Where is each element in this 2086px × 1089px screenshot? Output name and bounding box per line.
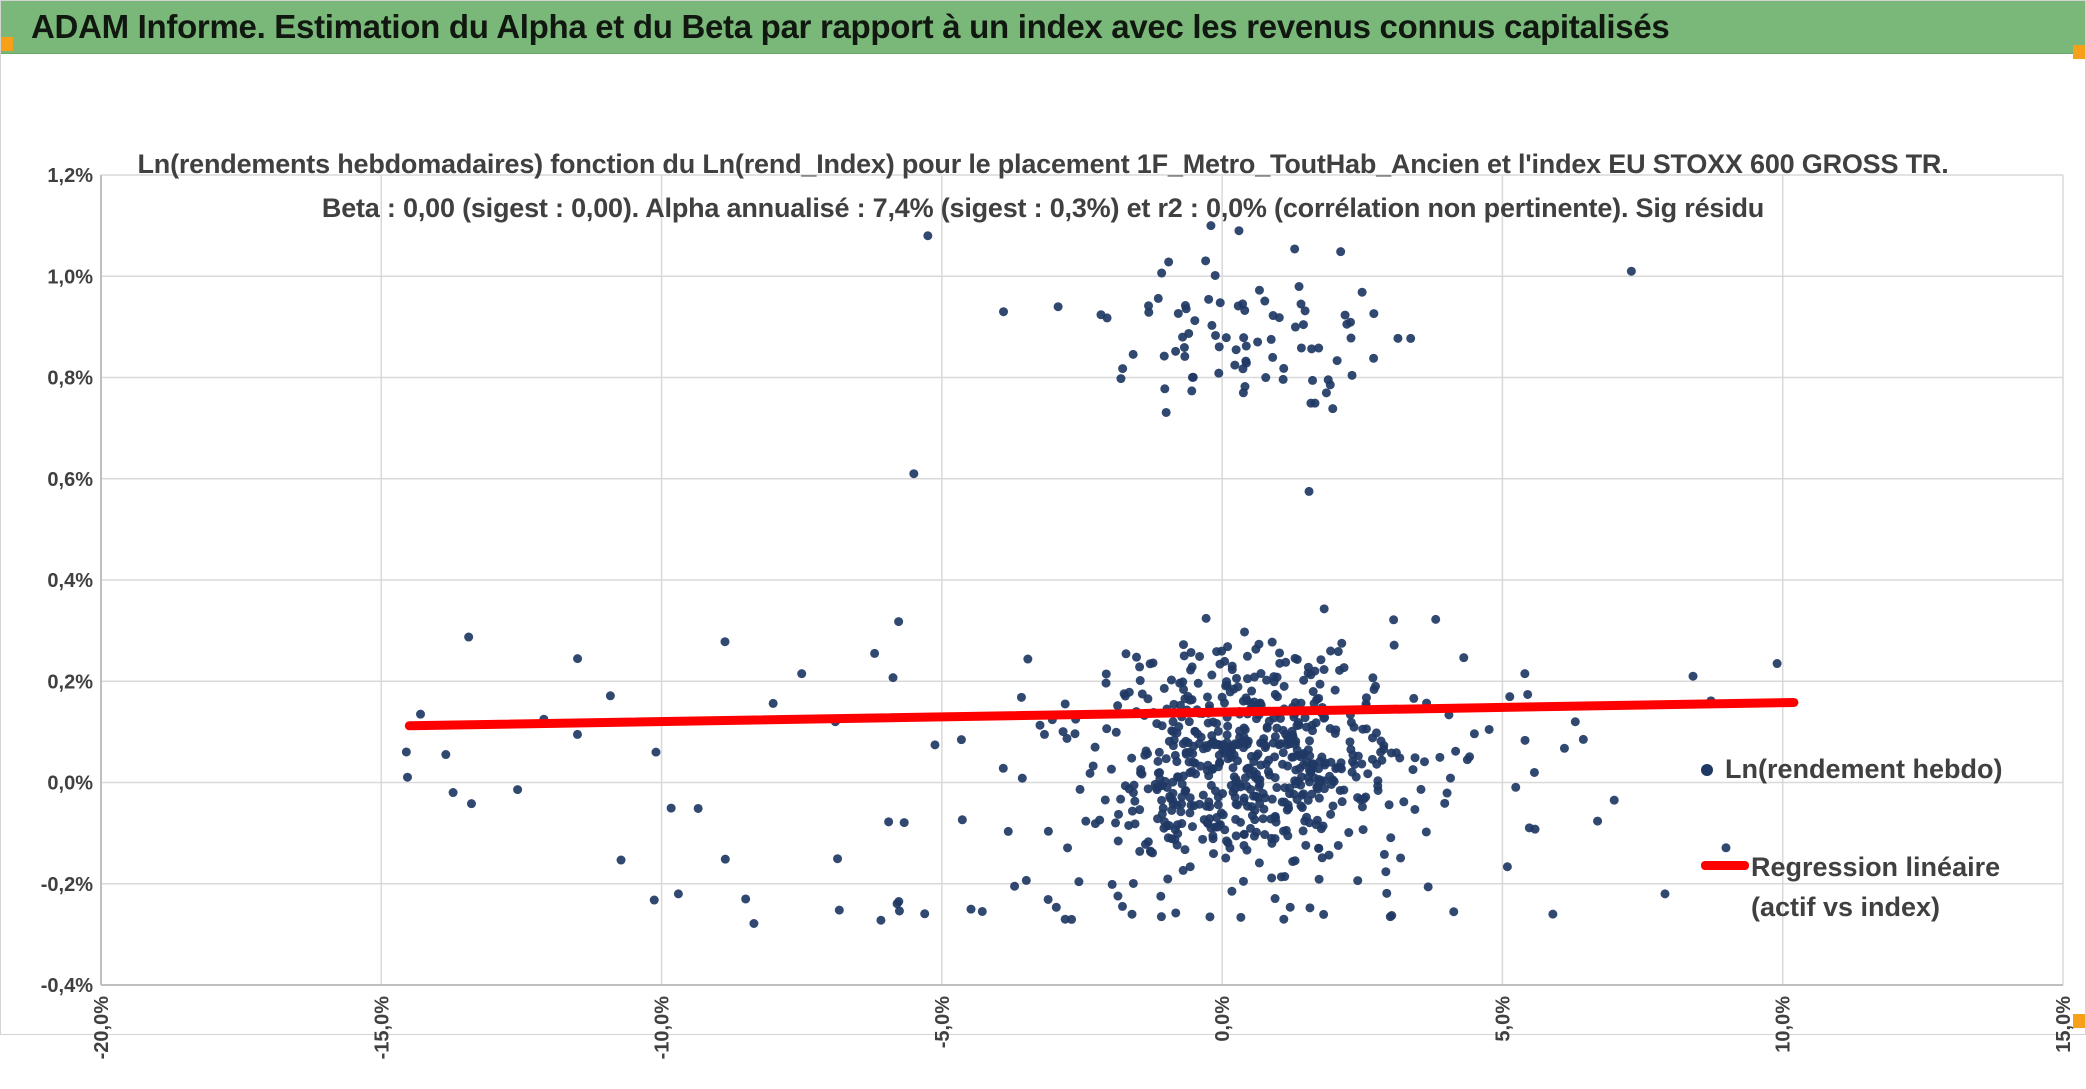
svg-text:0,0%: 0,0%: [1212, 996, 1234, 1042]
svg-text:-10,0%: -10,0%: [652, 996, 674, 1060]
header-bar: ADAM Informe. Estimation du Alpha et du …: [1, 1, 2085, 54]
scatter-chart[interactable]: 1,2% 1,0% 0,8% 0,6% 0,4% 0,2% 0,0% -0,2% -0,4% -2…: [1, 54, 2085, 1059]
accent-square-right: [2073, 45, 2085, 59]
svg-text:15,0%: 15,0%: [2053, 996, 2075, 1053]
page-title: ADAM Informe. Estimation du Alpha et du …: [31, 8, 1670, 45]
svg-text:-0,2%: -0,2%: [41, 874, 93, 896]
svg-text:1,0%: 1,0%: [47, 266, 93, 288]
svg-text:0,4%: 0,4%: [47, 570, 93, 592]
accent-square-bottom-right: [2073, 1014, 2085, 1028]
svg-text:0,6%: 0,6%: [47, 469, 93, 491]
svg-text:10,0%: 10,0%: [1773, 996, 1795, 1053]
legend-label-regression-line2: (actif vs index): [1751, 892, 1941, 922]
svg-text:-15,0%: -15,0%: [371, 996, 393, 1060]
adam-informe-report: ADAM Informe. Estimation du Alpha et du …: [0, 0, 2086, 1059]
svg-text:-5,0%: -5,0%: [932, 996, 954, 1048]
plot-area[interactable]: 1,2% 1,0% 0,8% 0,6% 0,4% 0,2% 0,0% -0,2% -0,4%-2…: [1, 54, 2086, 1089]
legend-label-regression-line1: Regression linéaire: [1751, 852, 2001, 882]
legend-item-regression[interactable]: Regression linéaire (actif vs index): [1701, 847, 2061, 927]
legend-item-scatter[interactable]: Ln(rendement hebdo): [1701, 754, 2061, 785]
legend-label-regression: Regression linéaire (actif vs index): [1751, 847, 2000, 927]
svg-text:0,8%: 0,8%: [47, 368, 93, 390]
scatter-marker-icon: [1701, 763, 1713, 776]
legend-label-scatter: Ln(rendement hebdo): [1725, 754, 2003, 784]
svg-text:1,2%: 1,2%: [47, 165, 93, 187]
regression-line-icon: [1701, 861, 1749, 870]
svg-text:5,0%: 5,0%: [1492, 996, 1514, 1042]
svg-text:-0,4%: -0,4%: [41, 975, 93, 997]
svg-text:0,2%: 0,2%: [47, 671, 93, 693]
accent-square-left: [1, 37, 13, 51]
svg-text:-20,0%: -20,0%: [91, 996, 113, 1060]
chart-legend: Ln(rendement hebdo) Regression linéaire …: [1701, 754, 2061, 935]
svg-text:0,0%: 0,0%: [47, 773, 93, 795]
